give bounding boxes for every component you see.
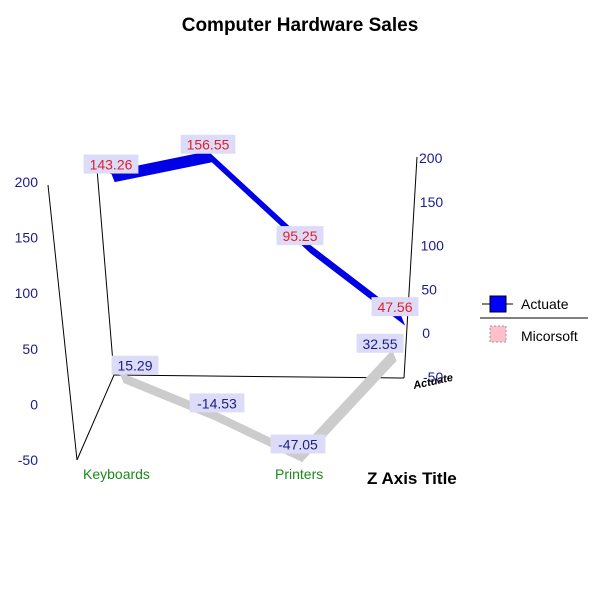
micorsoft-data-label: -14.53	[197, 395, 237, 411]
micorsoft-label-bg	[270, 434, 326, 454]
z-axis-title: Z Axis Title	[367, 469, 457, 488]
data-labels-micorsoft: 15.29 -14.53 -47.05 32.55	[111, 333, 404, 454]
micorsoft-data-label: 32.55	[362, 336, 397, 352]
micorsoft-data-label: 15.29	[117, 358, 152, 374]
left-y-axis-back	[95, 156, 115, 376]
actuate-label-bg	[180, 134, 236, 154]
actuate-data-label: 143.26	[90, 157, 133, 173]
micorsoft-segment	[297, 349, 397, 463]
left-tick-label: 200	[15, 174, 39, 190]
legend-swatch-micorsoft	[489, 325, 507, 343]
micorsoft-label-bg	[356, 333, 404, 353]
legend-item-micorsoft: Micorsoft	[489, 325, 578, 344]
axis-frame	[47, 156, 418, 461]
left-tick-label: 100	[15, 285, 39, 301]
legend: Actuate Micorsoft	[480, 295, 588, 344]
legend-label-actuate: Actuate	[521, 296, 569, 312]
right-tick-label: 100	[421, 238, 445, 254]
right-tick-label: 0	[422, 325, 430, 341]
right-tick-label: 50	[421, 281, 437, 297]
legend-label-micorsoft: Micorsoft	[521, 328, 578, 344]
actuate-label-bg	[276, 226, 324, 246]
right-y-axis	[403, 156, 418, 379]
left-tick-label: 150	[15, 230, 39, 246]
left-tick-label: 0	[30, 396, 38, 412]
right-tick-label: 150	[420, 194, 444, 210]
series-actuate	[108, 149, 406, 326]
actuate-data-label: 95.25	[282, 228, 317, 244]
floor-back-edge	[113, 374, 401, 379]
category-labels: Keyboards Printers	[83, 466, 323, 482]
left-tick-label: 50	[22, 341, 38, 357]
actuate-data-label: 47.56	[377, 299, 412, 315]
actuate-label-bg	[371, 297, 419, 317]
category-label: Keyboards	[83, 466, 150, 482]
actuate-data-label: 156.55	[187, 137, 230, 153]
category-label: Printers	[275, 466, 323, 482]
floor-left-edge	[76, 374, 115, 461]
right-tick-label: 200	[419, 150, 443, 166]
micorsoft-label-bg	[111, 355, 159, 375]
actuate-label-bg	[83, 154, 139, 174]
legend-swatch-actuate	[489, 295, 507, 313]
series-micorsoft	[117, 348, 397, 463]
left-y-axis-front	[47, 184, 78, 461]
chart-title: Computer Hardware Sales	[182, 15, 419, 36]
micorsoft-label-bg	[189, 393, 245, 413]
legend-item-actuate: Actuate	[482, 295, 569, 313]
series-axis-label: Actuate	[411, 372, 454, 392]
micorsoft-data-label: -47.05	[278, 437, 318, 453]
right-axis-ticks: -50 0 50 100 150 200	[419, 150, 444, 385]
right-tick-label: -50	[423, 369, 443, 385]
left-axis-ticks: -50 0 50 100 150 200	[15, 174, 39, 468]
left-tick-label: -50	[18, 452, 38, 468]
data-labels-actuate: 143.26 156.55 95.25 47.56	[83, 134, 419, 317]
